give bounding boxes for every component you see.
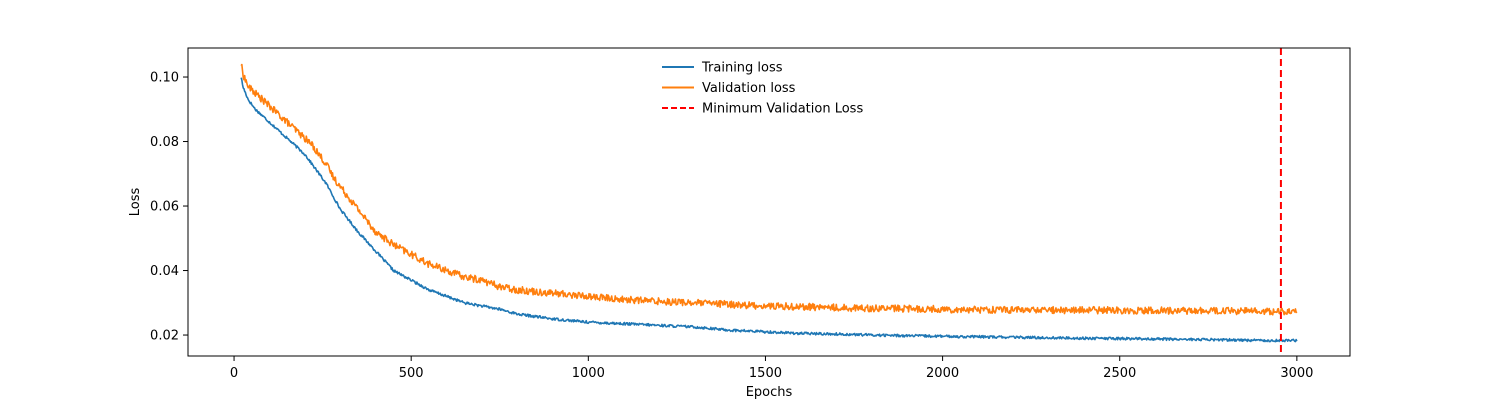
plot-frame [187,47,1351,357]
legend-label: Training loss [701,61,783,76]
x-tick-label: 1000 [572,366,605,381]
x-tick-label: 2500 [1103,366,1136,381]
legend-label: Minimum Validation Loss [702,102,863,117]
x-tick-label: 3000 [1280,366,1313,381]
x-tick-label: 500 [399,366,424,381]
y-axis: 0.02 0.04 0.06 0.08 0.10 [150,71,188,344]
y-tick-label: 0.02 [150,329,179,344]
series-layer [240,63,1298,343]
legend-label: Validation loss [702,81,796,96]
legend: Training loss Validation loss Minimum Vali… [662,61,863,117]
x-axis-title: Epochs [746,385,793,400]
y-axis-title: Loss [128,188,143,217]
y-tick-label: 0.06 [150,200,179,215]
y-tick-label: 0.10 [150,71,179,86]
x-axis: 0 500 1000 1500 2000 2500 3000 [230,356,1313,381]
y-tick-label: 0.04 [150,264,179,279]
y-tick-label: 0.08 [150,135,179,150]
series-line-validation-loss [240,63,1298,316]
x-tick-label: 0 [230,366,238,381]
x-tick-label: 2000 [926,366,959,381]
series-line-training-loss [240,77,1298,343]
x-tick-label: 1500 [749,366,782,381]
